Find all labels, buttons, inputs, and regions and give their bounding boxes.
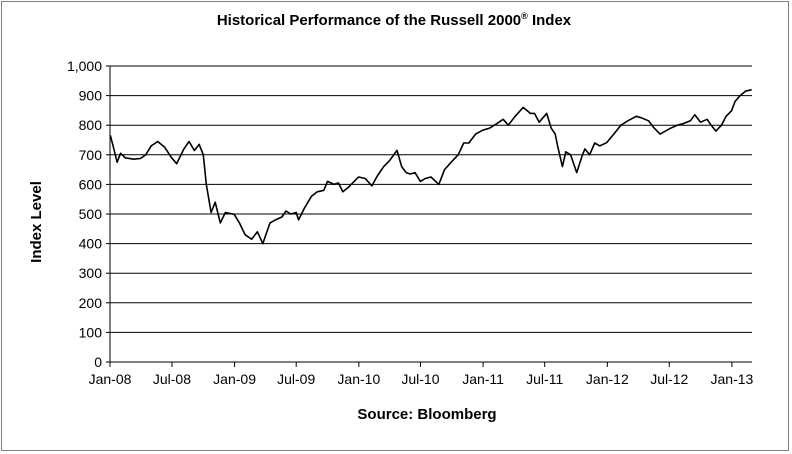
x-tick-label: Jan-10: [337, 371, 380, 387]
y-tick-label: 300: [79, 265, 103, 281]
chart-title: Historical Performance of the Russell 20…: [0, 11, 788, 30]
series-group: [109, 88, 752, 245]
y-tick-label: 200: [79, 295, 103, 311]
y-tick-label: 700: [79, 147, 103, 163]
y-axis-title: Index Level: [28, 181, 45, 263]
x-tick-label: Jan-11: [462, 371, 504, 387]
y-tick-label: 800: [79, 117, 103, 133]
y-tick-label: 400: [79, 236, 103, 252]
x-tick-label: Jul-08: [153, 371, 191, 387]
y-tick-label: 1,000: [67, 58, 102, 74]
x-tick-label: Jan-09: [213, 371, 256, 387]
x-tick-label: Jul-12: [650, 371, 688, 387]
x-tick-label: Jul-09: [277, 371, 315, 387]
x-axis-ticks: Jan-08 Jul-08 Jan-09 Jul-09 Jan-10 Jul-10 Jan-…: [89, 362, 754, 387]
x-axis-title: Source: Bloomberg: [357, 406, 496, 423]
gridlines: [110, 65, 752, 333]
x-tick-label: Jan-08: [89, 371, 132, 387]
y-tick-label: 900: [79, 88, 103, 104]
x-tick-label: Jan-13: [711, 371, 754, 387]
y-tick-label: 100: [79, 324, 103, 340]
chart-title-suffix: Index: [527, 12, 572, 29]
chart-title-text: Historical Performance of the Russell 20…: [216, 12, 522, 29]
x-tick-label: Jul-10: [401, 371, 439, 387]
registered-mark: ®: [521, 11, 528, 21]
y-tick-label: 600: [79, 176, 103, 192]
x-tick-label: Jan-12: [586, 371, 629, 387]
series-line: [109, 88, 752, 245]
y-tick-label: 0: [94, 354, 102, 370]
y-tick-label: 500: [79, 206, 103, 222]
y-axis-ticks: 0 100 200 300 400 500 600 700 800 900 1,000: [67, 58, 110, 370]
x-tick-label: Jul-11: [526, 371, 563, 387]
